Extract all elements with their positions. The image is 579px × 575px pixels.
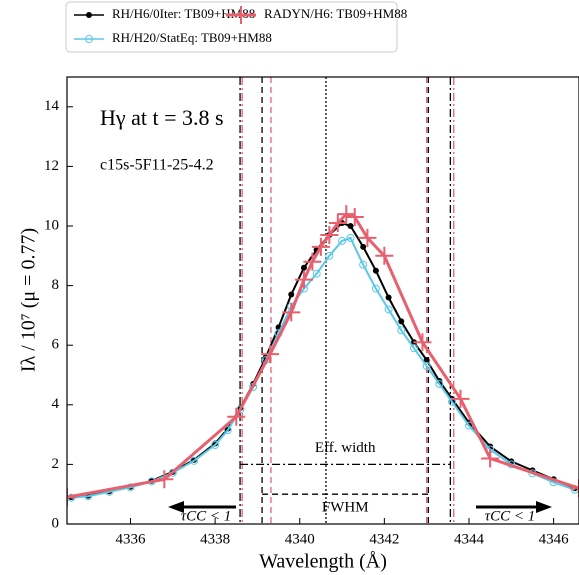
data-point [451,389,470,408]
y-tick-label: 6 [52,337,60,353]
y-tick-label: 8 [52,277,60,293]
data-point [155,470,174,489]
arrow-head [536,501,552,513]
data-point [346,233,355,242]
legend-label: RH/H6/0Iter: TB09+HM88 [112,6,255,21]
data-point [288,291,295,298]
data-point [371,284,380,293]
x-tick-label: 4344 [454,531,485,547]
data-point [227,407,246,426]
data-point [570,479,579,498]
y-tick-label: 14 [44,98,60,114]
data-point [223,426,232,435]
x-tick-label: 4346 [539,531,570,547]
data-point [294,270,313,289]
legend-marker [85,35,93,43]
y-tick-label: 10 [44,217,59,233]
legend-box [65,1,398,53]
data-point [345,208,364,227]
arrow-label: τCC < 1 [181,508,232,524]
data-point [312,269,321,278]
data-point [358,228,377,247]
data-point [413,333,432,352]
data-point [422,362,431,371]
data-point [360,243,367,250]
data-point [311,237,330,256]
data-point [320,225,339,244]
x-tick-label: 4338 [200,531,230,547]
data-point [375,246,394,265]
arrow-head [168,501,184,513]
x-tick-label: 4336 [115,531,146,547]
data-point [337,205,356,224]
data-point [409,344,418,353]
data-point [328,214,347,233]
data-point [211,441,220,450]
series-line [67,212,579,499]
y-tick-label: 12 [44,158,59,174]
data-point [359,260,368,269]
arrow-label: τCC < 1 [485,508,536,524]
data-point [325,251,334,260]
data-point [168,468,177,477]
data-point [261,345,280,364]
plot-area [67,77,579,524]
width-label: FWHM [322,500,369,516]
data-point [303,252,322,271]
annotation: Hγ at t = 3.8 s [100,105,224,130]
data-point [384,305,393,314]
data-point [300,264,307,271]
data-point [385,294,392,301]
x-tick-label: 4342 [369,531,399,547]
data-point [435,379,444,388]
y-tick-label: 4 [52,396,60,412]
data-point [282,303,301,322]
legend-label: RADYN/H6: TB09+HM88 [264,6,407,21]
x-tick-label: 4340 [285,531,315,547]
series-line [71,236,576,499]
data-point [398,318,405,325]
plot-frame [66,76,579,525]
legend-marker [86,12,92,18]
x-axis-label: Wavelength (Å) [259,551,387,573]
legend-label: RH/H20/StatEq: TB09+HM88 [112,30,272,45]
data-point [423,357,430,364]
data-point [397,326,406,335]
y-tick-label: 0 [52,515,60,531]
data-point [481,449,500,468]
data-point [338,236,347,245]
data-point [189,456,198,465]
data-point [372,267,379,274]
data-point [67,488,76,507]
y-axis-label: Iλ / 10⁷ (μ = 0.77) [18,228,40,372]
annotation: c15s-5F11-25-4.2 [100,157,214,174]
data-point [347,223,354,229]
legend-marker [232,6,250,24]
width-label: Eff. width [315,440,376,456]
y-tick-label: 2 [52,456,60,472]
